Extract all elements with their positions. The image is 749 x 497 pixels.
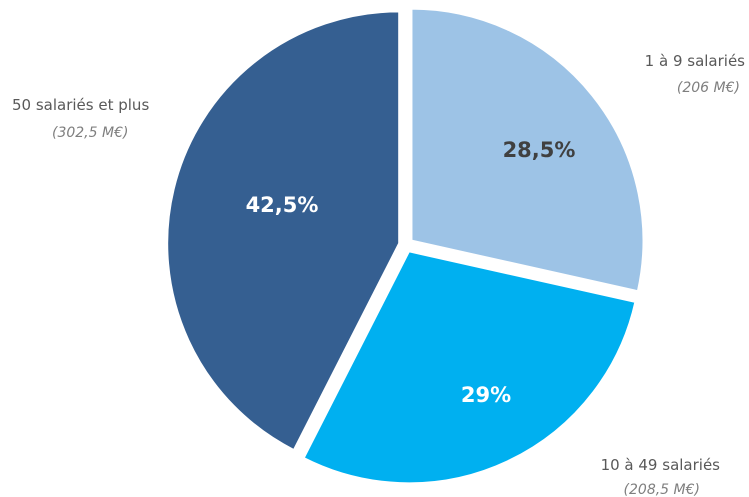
category-label-10-49: 10 à 49 salariés [601,456,721,474]
percent-label-10-49: 29% [461,383,511,407]
percent-label-1-9: 28,5% [503,138,576,162]
value-label-1-9: (206 M€) [677,80,740,96]
category-label-50-plus: 50 salariés et plus [12,96,149,114]
category-label-1-9: 1 à 9 salariés [645,52,746,70]
percent-label-50-plus: 42,5% [246,193,319,217]
pie-slice-1-9 [410,7,645,293]
pie-slice-50-plus [166,10,401,452]
pie-slices [166,7,645,485]
pie-slice-10-49 [302,250,637,485]
value-label-10-49: (208,5 M€) [624,482,700,497]
value-label-50-plus: (302,5 M€) [52,125,128,141]
